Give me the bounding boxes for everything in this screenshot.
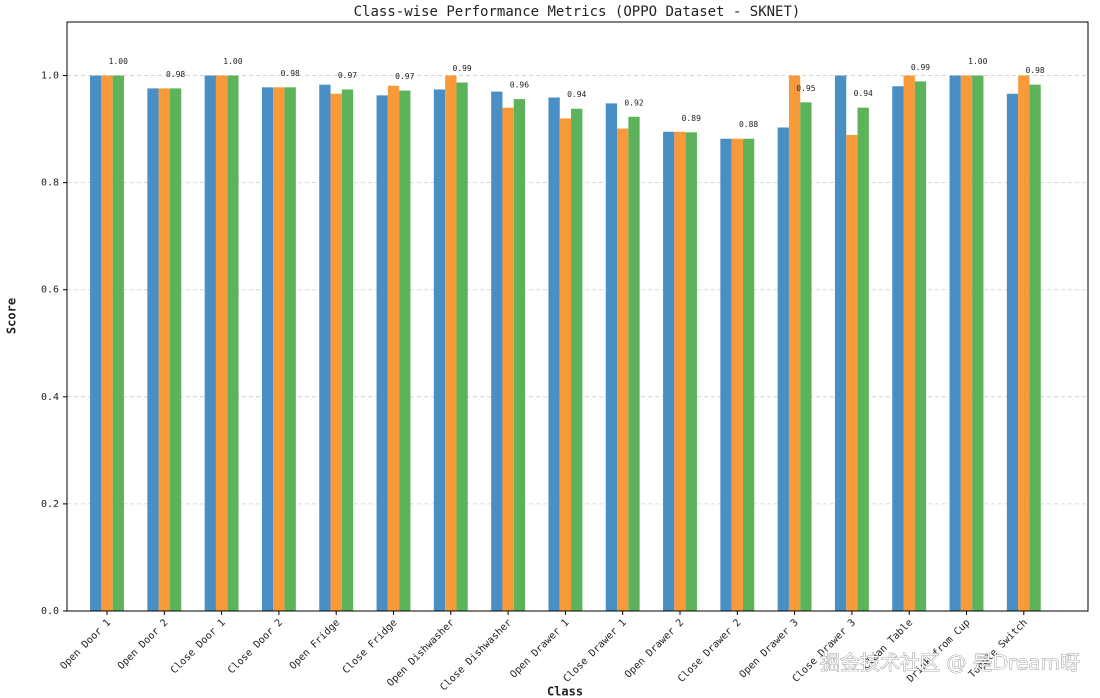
- bar: [731, 138, 743, 611]
- bar: [341, 89, 354, 611]
- plot-frame: [66, 21, 1089, 612]
- bar: [284, 87, 296, 612]
- bar: [1029, 84, 1041, 611]
- bar: [1018, 75, 1030, 611]
- y-axis-label: Score: [5, 298, 19, 334]
- bar: [227, 75, 239, 611]
- bar: [319, 84, 331, 611]
- value-label: 1.00: [968, 57, 987, 66]
- value-label: 0.89: [682, 114, 701, 123]
- x-tick-label: Open Fridge: [288, 617, 343, 672]
- bar: [445, 75, 457, 611]
- bar: [456, 82, 468, 612]
- x-tick-label: Close Drawer 1: [561, 617, 628, 684]
- bar: [559, 118, 572, 611]
- bar: [261, 87, 274, 612]
- bar: [720, 138, 732, 611]
- bar: [330, 93, 342, 611]
- bar: [960, 75, 973, 611]
- bar: [674, 131, 686, 611]
- bar: [513, 99, 526, 611]
- value-label: 0.97: [338, 71, 357, 80]
- bar: [90, 75, 102, 611]
- bar: [834, 75, 847, 611]
- x-tick-label: Open Drawer 3: [738, 617, 801, 680]
- value-label: 0.98: [1025, 66, 1044, 75]
- value-label: 0.88: [739, 120, 758, 129]
- bar: [800, 102, 812, 612]
- x-tick-label: Open Door 2: [116, 617, 171, 672]
- x-axis-label: Class: [547, 685, 583, 698]
- bar: [972, 75, 984, 611]
- bar: [112, 75, 124, 611]
- value-label: 0.96: [510, 81, 529, 90]
- value-label: 0.98: [281, 69, 300, 78]
- y-tick-label: 0.8: [41, 178, 59, 189]
- y-tick-label: 0.2: [41, 499, 59, 510]
- value-label: 0.98: [166, 70, 185, 79]
- bar: [491, 91, 503, 612]
- bar: [663, 131, 675, 611]
- watermark: 掘金技术社区 @ 是Dream呀: [820, 651, 1080, 675]
- x-tick-label: Close Drawer 2: [676, 617, 743, 684]
- x-tick-label: Open Drawer 2: [623, 617, 686, 680]
- value-label: 0.99: [452, 64, 471, 73]
- value-label: 0.97: [395, 72, 414, 81]
- bar: [788, 75, 801, 611]
- value-label: 1.00: [223, 57, 242, 66]
- x-tick-label: Close Fridge: [341, 617, 400, 676]
- bar: [617, 128, 629, 611]
- bar: [903, 75, 915, 611]
- bar: [777, 127, 789, 611]
- bar: [433, 89, 446, 611]
- bar: [204, 75, 216, 611]
- bar: [502, 107, 514, 611]
- y-tick-label: 0.6: [41, 285, 59, 296]
- bar: [387, 85, 400, 611]
- value-label: 0.94: [567, 90, 586, 99]
- bar: [158, 88, 170, 611]
- bar: [273, 87, 285, 612]
- x-tick-label: Close Door 2: [226, 617, 285, 676]
- bar: [101, 75, 113, 611]
- value-label: 0.92: [624, 98, 643, 107]
- bar: [399, 90, 411, 611]
- value-label: 0.94: [854, 89, 873, 98]
- bar: [628, 116, 640, 611]
- value-label: 0.95: [796, 84, 815, 93]
- bar: [169, 88, 182, 611]
- x-tick-label: Open Door 1: [59, 617, 114, 672]
- bar: [605, 103, 618, 611]
- y-tick-label: 0.0: [41, 606, 59, 617]
- chart-title: Class-wise Performance Metrics (OPPO Dat…: [354, 4, 801, 20]
- y-tick-label: 1.0: [41, 71, 59, 82]
- bar: [914, 81, 927, 612]
- bar: [846, 134, 858, 612]
- bar: [949, 75, 961, 611]
- x-tick-label: Open Drawer 1: [508, 617, 571, 680]
- bar: [1006, 93, 1019, 611]
- bar: [147, 88, 159, 611]
- value-label: 0.99: [911, 63, 930, 72]
- bar: [571, 108, 583, 611]
- y-tick-label: 0.4: [41, 392, 59, 403]
- bar: [548, 97, 560, 612]
- bar: [857, 107, 869, 611]
- value-label: 1.00: [109, 57, 128, 66]
- bar: [215, 75, 228, 611]
- bar: [742, 138, 755, 611]
- bar: [892, 86, 904, 612]
- bar: [685, 132, 697, 611]
- bar: [376, 95, 388, 611]
- x-tick-label: Close Door 1: [169, 617, 228, 676]
